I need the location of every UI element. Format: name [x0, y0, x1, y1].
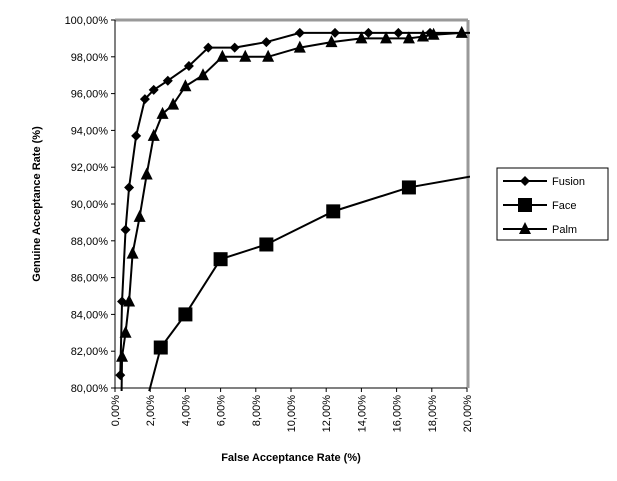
x-tick-label: 10,00%: [286, 395, 298, 433]
y-tick-label: 92,00%: [71, 162, 109, 174]
marker: [262, 49, 275, 62]
y-axis-title: Genuine Acceptance Rate (%): [31, 126, 43, 282]
marker: [119, 325, 132, 338]
marker: [293, 40, 306, 53]
legend-label: Palm: [552, 224, 577, 236]
marker: [427, 27, 440, 40]
x-tick-label: 8,00%: [251, 395, 263, 426]
marker: [330, 27, 340, 38]
marker: [115, 370, 126, 381]
marker: [148, 84, 159, 95]
x-tick-label: 0,00%: [110, 395, 122, 426]
y-tick-label: 94,00%: [71, 125, 109, 137]
plot-area: [115, 25, 507, 441]
marker: [178, 307, 193, 322]
series-line: [120, 31, 462, 391]
y-tick-label: 80,00%: [71, 383, 109, 395]
marker: [326, 204, 341, 219]
x-axis-title: False Acceptance Rate (%): [221, 452, 361, 464]
marker: [239, 49, 252, 62]
y-tick-label: 96,00%: [71, 89, 109, 101]
marker: [153, 340, 168, 355]
marker: [116, 349, 129, 362]
x-tick-label: 16,00%: [392, 395, 404, 433]
x-tick-label: 20,00%: [462, 395, 474, 433]
marker: [497, 28, 507, 38]
marker: [203, 42, 214, 53]
marker: [455, 25, 468, 38]
marker: [259, 237, 274, 252]
marker: [147, 128, 160, 141]
marker: [229, 42, 240, 53]
marker: [355, 31, 368, 44]
y-tick-label: 84,00%: [71, 309, 109, 321]
marker: [401, 180, 416, 195]
y-tick-label: 90,00%: [71, 199, 109, 211]
marker: [131, 130, 142, 141]
marker: [197, 68, 209, 81]
x-tick-label: 18,00%: [427, 395, 439, 433]
marker: [124, 182, 135, 193]
marker: [167, 97, 180, 110]
x-tick-label: 4,00%: [180, 395, 192, 426]
marker: [363, 27, 374, 38]
marker: [131, 427, 145, 441]
marker: [402, 31, 415, 44]
legend-label: Fusion: [552, 176, 585, 188]
marker: [417, 29, 429, 42]
marker: [120, 224, 131, 235]
marker: [294, 27, 305, 38]
marker: [393, 27, 404, 38]
marker: [380, 31, 393, 44]
legend-marker: [520, 176, 530, 186]
marker: [126, 246, 139, 259]
legend-marker: [519, 222, 531, 234]
marker: [140, 167, 153, 180]
legend-label: Face: [552, 200, 576, 212]
y-tick-label: 100,00%: [65, 15, 109, 27]
marker: [213, 252, 228, 267]
marker: [325, 35, 338, 48]
x-tick-label: 14,00%: [356, 395, 368, 433]
marker: [139, 94, 150, 105]
marker: [183, 61, 194, 71]
series-line: [148, 175, 470, 391]
x-tick-label: 6,00%: [216, 395, 228, 426]
y-tick-label: 82,00%: [71, 346, 109, 358]
y-tick-label: 86,00%: [71, 273, 109, 285]
y-tick-label: 98,00%: [71, 52, 109, 64]
y-tick-label: 88,00%: [71, 236, 109, 248]
marker: [162, 75, 173, 86]
marker: [216, 49, 229, 62]
x-tick-label: 2,00%: [145, 395, 157, 426]
marker: [133, 209, 146, 222]
x-tick-label: 12,00%: [321, 395, 333, 433]
marker: [156, 106, 169, 119]
marker: [261, 37, 272, 48]
marker: [123, 294, 136, 307]
marker: [179, 79, 192, 92]
legend-marker: [518, 198, 532, 212]
